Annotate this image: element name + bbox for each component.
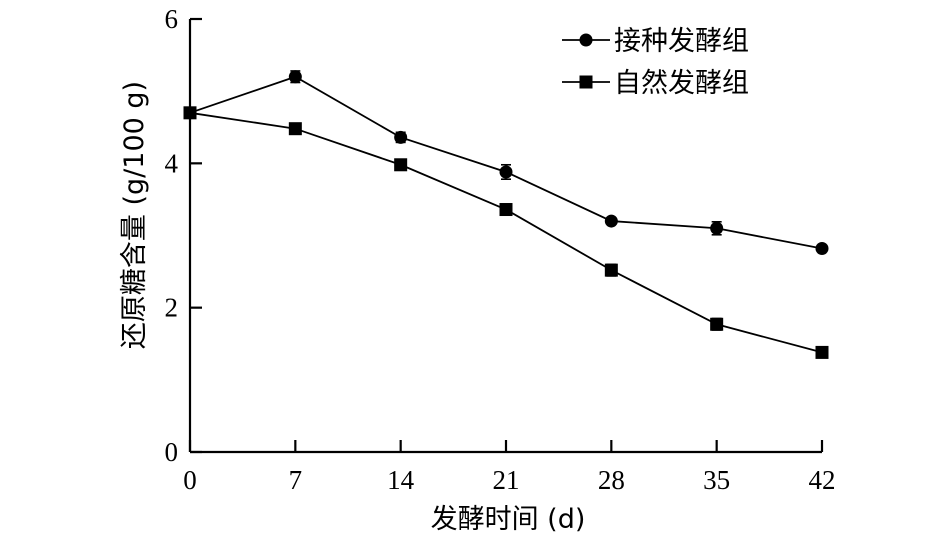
legend-label: 自然发酵组 <box>614 68 749 99</box>
data-point <box>604 214 618 228</box>
x-tick-label: 42 <box>809 465 836 495</box>
data-point <box>604 263 618 277</box>
legend-marker <box>579 33 593 47</box>
series-2 <box>183 106 829 359</box>
series-1 <box>183 70 829 255</box>
legend-marker <box>579 75 593 89</box>
series-line <box>189 75 823 250</box>
x-tick-label: 7 <box>289 465 303 495</box>
data-point <box>815 241 829 255</box>
y-axis-title: 还原糖含量 (g/100 g) <box>119 81 150 349</box>
data-point <box>394 130 408 144</box>
axes: 0 2 4 6 0 7 14 21 28 35 42 <box>165 4 836 495</box>
legend-entry-1: 接种发酵组 <box>562 26 749 57</box>
x-tick-label: 14 <box>387 465 415 495</box>
data-point <box>288 122 302 136</box>
data-point <box>288 70 302 84</box>
y-tick-label: 2 <box>165 293 179 323</box>
y-tick-label: 6 <box>165 4 179 34</box>
data-point <box>183 106 197 120</box>
x-tick-label: 35 <box>703 465 730 495</box>
series-line <box>189 111 823 354</box>
y-tick-label: 4 <box>165 148 179 178</box>
data-point <box>710 221 724 235</box>
legend-entry-2: 自然发酵组 <box>562 68 749 99</box>
y-tick-label: 0 <box>165 437 179 467</box>
x-axis-title: 发酵时间 (d) <box>431 504 586 535</box>
data-point <box>499 203 513 217</box>
data-point <box>499 165 513 179</box>
x-tick-label: 21 <box>493 465 520 495</box>
data-point <box>710 317 724 331</box>
x-tick-label: 28 <box>598 465 625 495</box>
x-tick-label: 0 <box>183 465 197 495</box>
data-point <box>815 345 829 359</box>
data-point <box>394 158 408 172</box>
series-layer <box>183 70 829 359</box>
legend-label: 接种发酵组 <box>614 26 749 57</box>
